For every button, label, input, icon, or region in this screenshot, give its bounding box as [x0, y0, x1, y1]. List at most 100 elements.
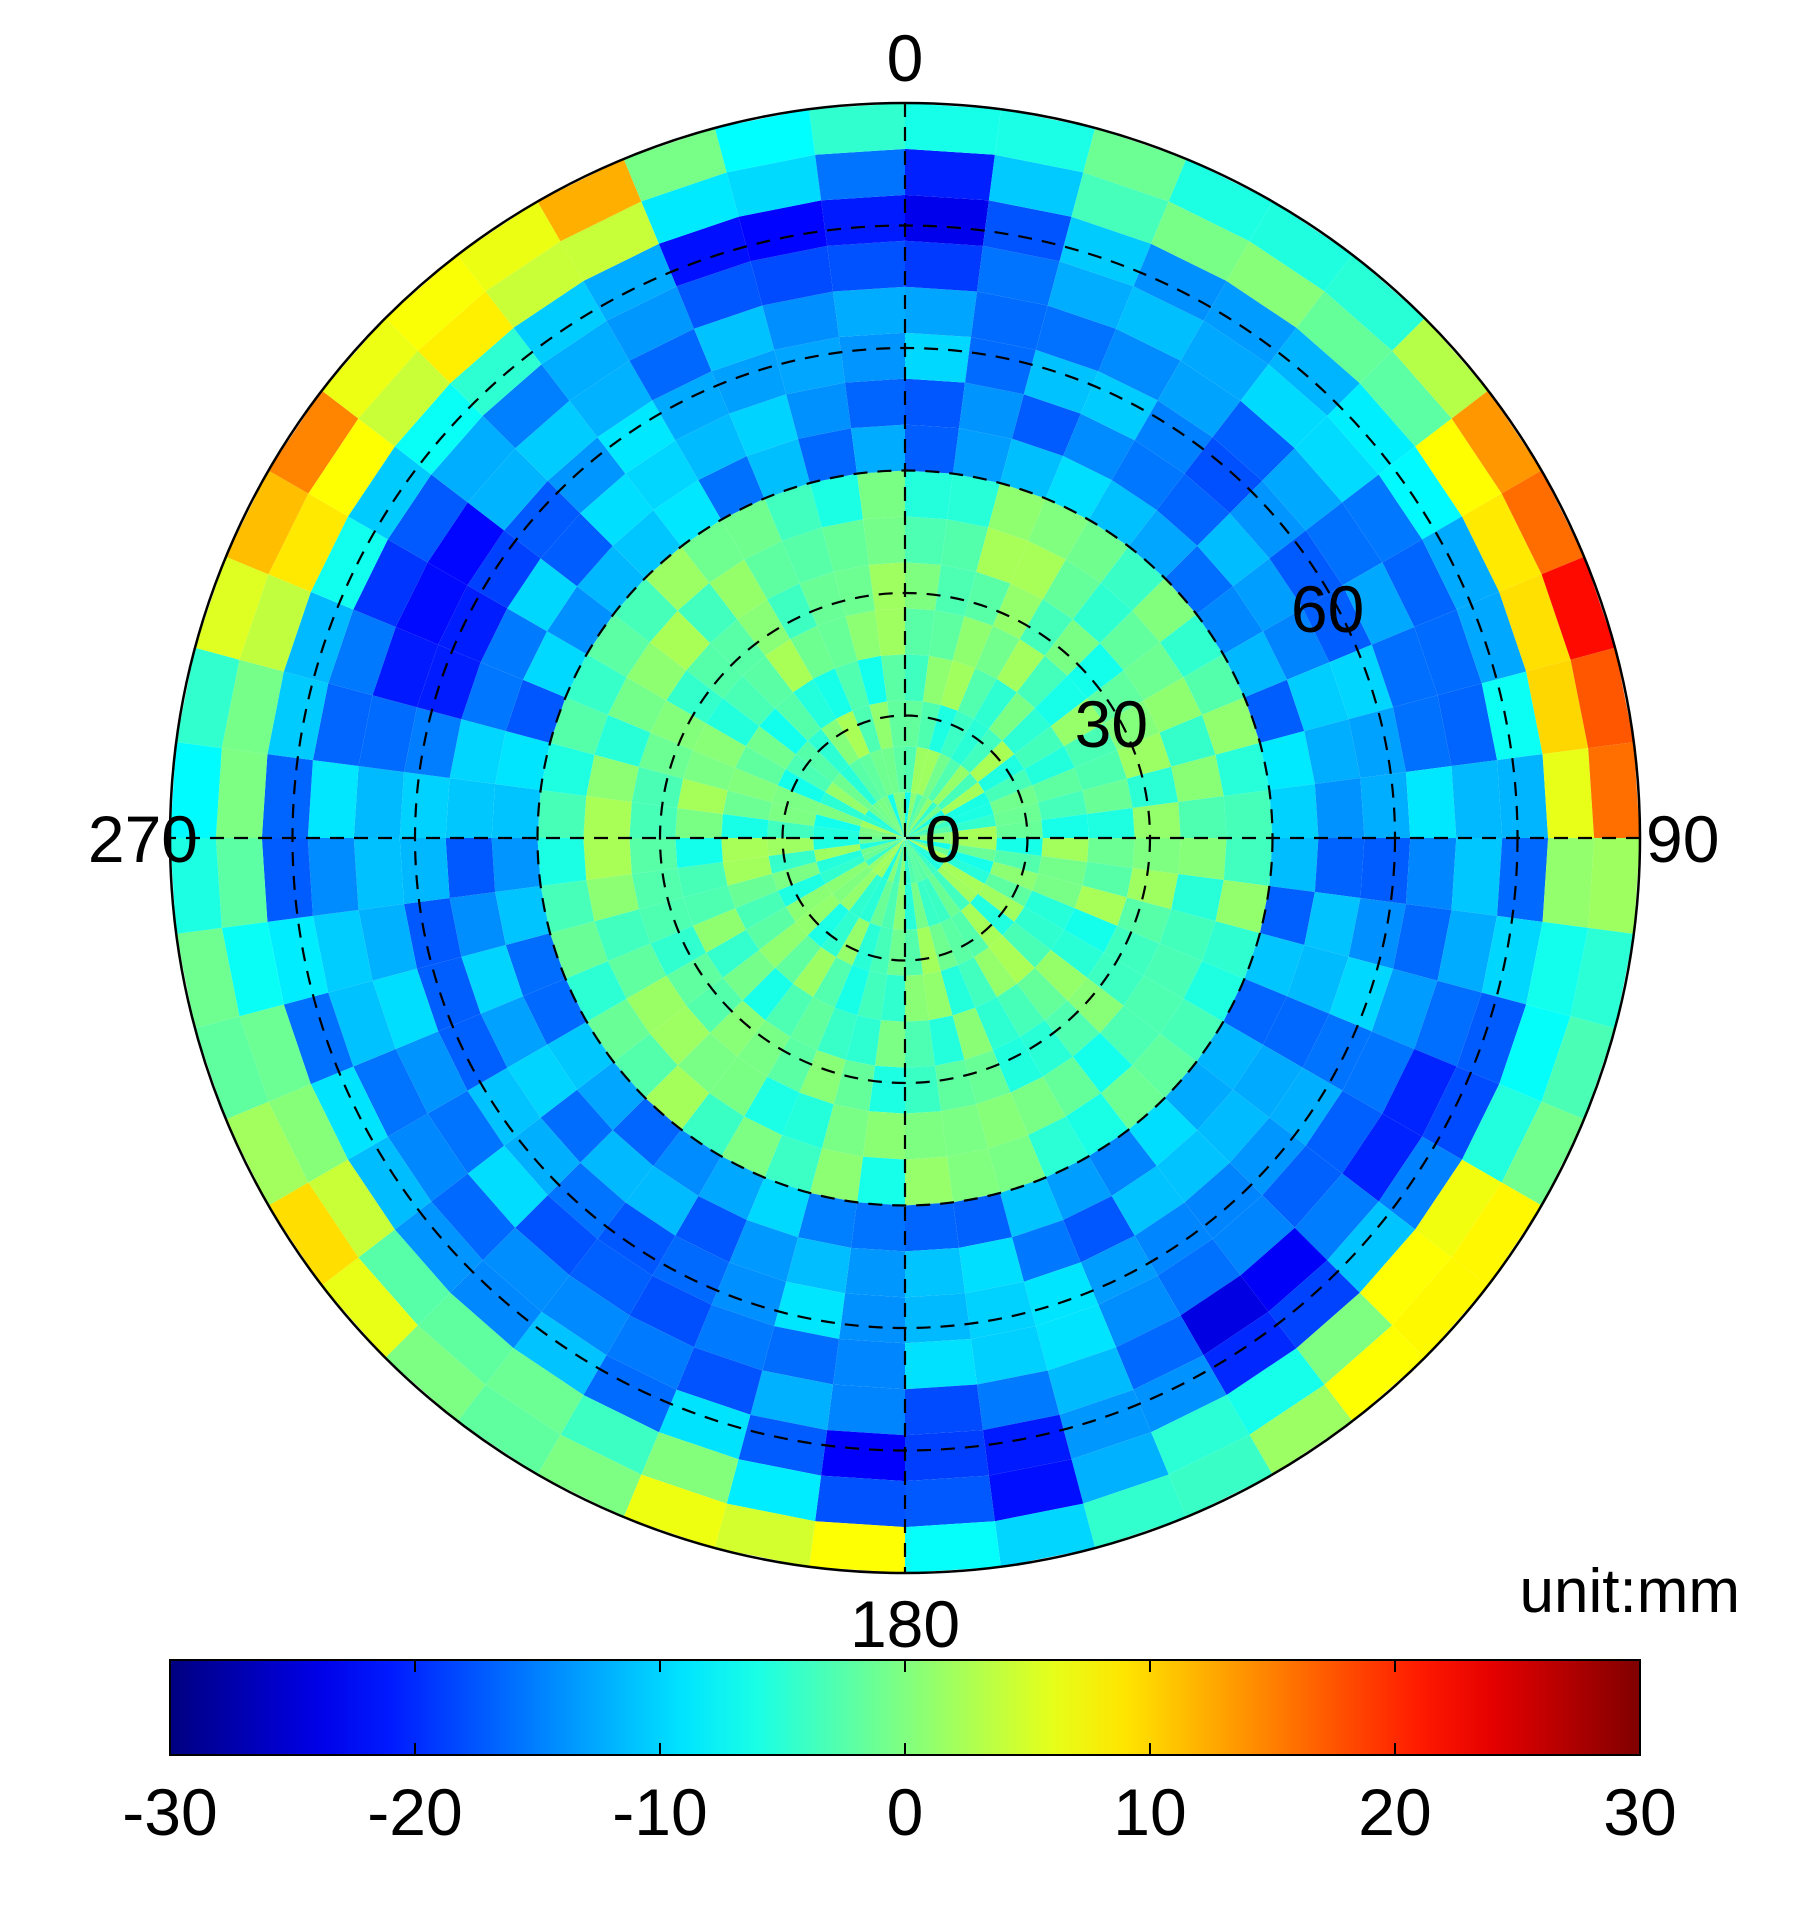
heatmap-cell — [1111, 440, 1185, 510]
heatmap-cell — [1422, 1066, 1500, 1160]
heatmap-cell — [586, 614, 650, 678]
heatmap-cells — [170, 103, 1640, 1573]
heatmap-cell — [1111, 1166, 1185, 1236]
heatmap-cell — [1032, 873, 1083, 909]
angular-tick-label: 0 — [887, 21, 924, 95]
heatmap-cell — [1032, 767, 1083, 803]
heatmap-cell — [815, 1475, 905, 1528]
heatmap-cell — [225, 470, 309, 575]
heatmap-cell — [905, 562, 941, 611]
heatmap-cell — [629, 1275, 712, 1348]
heatmap-cell — [1132, 802, 1181, 838]
heatmap-cell — [629, 838, 678, 874]
heatmap-cell — [215, 838, 268, 928]
heatmap-cell — [911, 746, 929, 794]
heatmap-cell — [1044, 1000, 1100, 1057]
heatmap-cell — [675, 1196, 747, 1263]
heatmap-cell — [1451, 838, 1503, 916]
heatmap-cell — [975, 625, 1020, 679]
heatmap-cell — [872, 801, 905, 838]
heatmap-cell — [1012, 394, 1081, 456]
heatmap-cell — [176, 647, 240, 749]
heatmap-cell — [580, 473, 654, 546]
heatmap-cell — [513, 1311, 607, 1395]
heatmap-cell — [798, 428, 857, 483]
heatmap-cell — [606, 1315, 694, 1390]
heatmap-cell — [988, 1459, 1084, 1522]
heatmap-cell — [1059, 1389, 1152, 1460]
heatmap-cell — [394, 1201, 483, 1293]
heatmap-cell — [768, 802, 817, 826]
heatmap-cell — [775, 935, 822, 984]
heatmap-cell — [1010, 540, 1066, 600]
heatmap-cell — [836, 917, 870, 966]
heatmap-cell — [653, 1129, 722, 1196]
heatmap-cell — [438, 1013, 508, 1091]
radial-tick-label: 0 — [925, 802, 962, 876]
heatmap-cell — [953, 428, 1012, 483]
heatmap-cell — [965, 1281, 1036, 1339]
heatmap-cell — [358, 695, 417, 772]
heatmap-cell — [1260, 731, 1315, 790]
heatmap-cell — [833, 1339, 905, 1390]
heatmap-cell — [722, 675, 776, 727]
heatmap-cell — [857, 470, 905, 520]
heatmap-cell — [928, 758, 961, 802]
heatmap-cell — [607, 943, 667, 999]
heatmap-cell — [893, 746, 905, 793]
heatmap-cell — [307, 838, 359, 916]
heatmap-cell — [813, 826, 860, 838]
heatmap-cell — [738, 200, 828, 262]
heatmap-cell — [813, 838, 860, 850]
heatmap-cell — [947, 802, 994, 827]
heatmap-cell — [944, 855, 990, 884]
heatmap-cell — [905, 194, 989, 246]
heatmap-cell — [1314, 838, 1365, 898]
heatmap-cell — [868, 805, 905, 838]
heatmap-cell — [1324, 254, 1425, 351]
heatmap-cell — [1481, 671, 1543, 761]
heatmap-cell — [698, 1156, 765, 1220]
heatmap-cell — [994, 109, 1096, 173]
heatmap-cell — [809, 1148, 863, 1203]
heatmap-cell — [976, 527, 1029, 584]
heatmap-cell — [1151, 1395, 1250, 1475]
heatmap-cell — [970, 740, 1015, 783]
heatmap-cell — [1378, 1136, 1462, 1230]
heatmap-cell — [677, 582, 738, 644]
heatmap-cell — [882, 795, 905, 838]
heatmap-cell — [1287, 945, 1349, 1014]
heatmap-cell — [698, 456, 765, 520]
heatmap-cell — [1296, 291, 1393, 384]
heatmap-cell — [940, 917, 974, 966]
heatmap-cell — [905, 654, 929, 702]
colorbar-tick-label: -10 — [612, 1775, 707, 1849]
heatmap-cell — [328, 980, 396, 1067]
heatmap-cell — [1541, 556, 1615, 660]
heatmap-cell — [666, 952, 723, 1006]
heatmap-cell — [859, 832, 905, 838]
heatmap-cell — [310, 516, 388, 610]
heatmap-cell — [971, 291, 1048, 350]
heatmap-cell — [834, 965, 870, 1016]
heatmap-cell — [645, 546, 710, 611]
heatmap-cell — [547, 437, 626, 514]
heatmap-cell — [692, 723, 746, 768]
heatmap-cell — [744, 540, 800, 600]
heatmap-cell — [449, 892, 506, 957]
colorbar-tick-label: 10 — [1113, 1775, 1186, 1849]
heatmap-cell — [675, 413, 747, 480]
heatmap-cell — [485, 1348, 584, 1435]
heatmap-cell — [849, 758, 882, 802]
heatmap-cell — [933, 765, 970, 806]
heatmap-cell — [467, 1145, 548, 1228]
heatmap-cell — [722, 856, 772, 886]
heatmap-cell — [1329, 644, 1394, 720]
heatmap-cell — [583, 838, 632, 880]
heatmap-cell — [949, 814, 997, 832]
heatmap-cell — [950, 718, 989, 766]
heatmap-cell — [1074, 750, 1127, 791]
heatmap-cell — [1151, 201, 1250, 281]
polar-boundary — [168, 101, 1642, 1575]
heatmap-cell — [738, 1414, 828, 1476]
